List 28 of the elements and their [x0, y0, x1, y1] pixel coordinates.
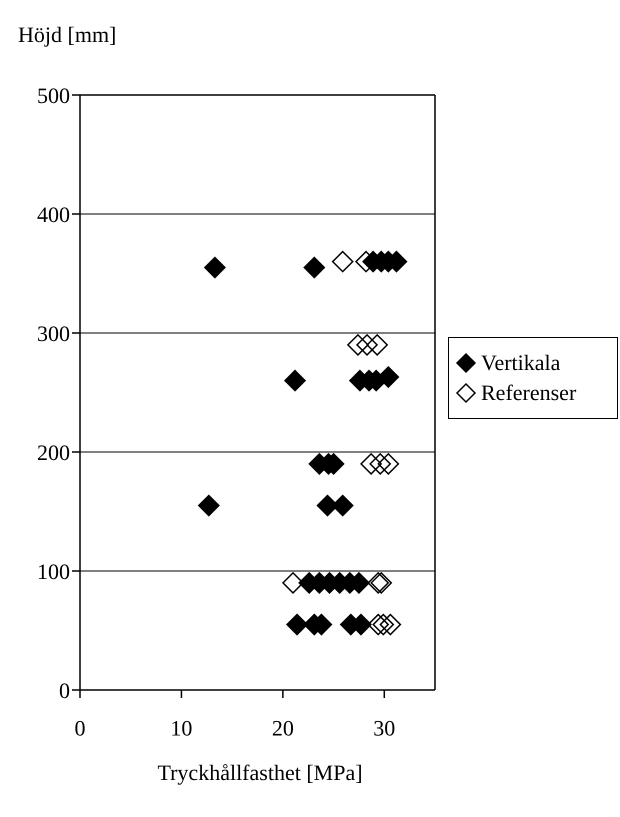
point — [347, 334, 369, 356]
point — [372, 614, 394, 636]
x-tick-label: 0 — [74, 716, 86, 741]
y-tick-label: 400 — [37, 202, 70, 227]
y-axis-title: Höjd [mm] — [18, 22, 116, 48]
point — [360, 453, 382, 475]
x-tick-label: 30 — [373, 716, 396, 741]
point — [304, 256, 326, 278]
point — [378, 453, 400, 475]
point — [369, 453, 391, 475]
point — [332, 250, 354, 272]
x-tick-label: 10 — [170, 716, 192, 741]
y-tick-label: 200 — [37, 440, 70, 465]
point — [284, 370, 306, 392]
point — [286, 614, 308, 636]
y-tick-label: 300 — [37, 320, 70, 346]
x-tick-label: 20 — [272, 716, 294, 741]
point — [356, 334, 378, 356]
legend-label: Referenser — [481, 380, 576, 406]
y-tick-label: 500 — [37, 82, 70, 108]
point — [204, 256, 226, 278]
point — [366, 334, 388, 356]
point — [198, 494, 220, 516]
x-axis-title: Tryckhållfasthet [MPa] — [156, 760, 364, 786]
y-tick-label: 100 — [37, 558, 70, 584]
legend-label: Vertikala — [481, 350, 560, 376]
y-tick-label: 0 — [59, 678, 70, 703]
point — [380, 614, 402, 636]
